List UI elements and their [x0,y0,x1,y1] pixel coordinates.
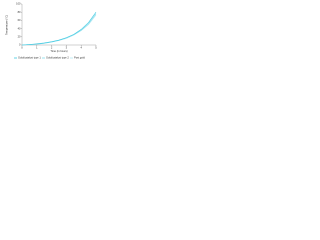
x-axis-label: Time (in hours) [50,49,67,53]
x-tick-label: 1 [36,45,38,49]
legend-label: Post gold [74,56,85,60]
legend-label: Gold/catalyst type 1 [18,56,41,60]
series-line [21,12,97,46]
x-tick-label: 4 [80,45,82,49]
y-tick-label: 80 [18,10,21,14]
y-tick-label: 0 [19,43,21,47]
y-tick-label: 20 [18,34,21,38]
chart: Temperature (°C) Time (in hours) 0 20 40 60… [5,2,98,60]
x-tick-label: 2 [51,45,53,49]
y-tick-label: 40 [18,26,21,30]
legend-label: Gold/catalyst type 2 [46,56,69,60]
x-tick-label: 5 [95,45,97,49]
y-tick-label: 60 [18,18,21,22]
x-tick-label: 3 [66,45,68,49]
x-tick-label: 0 [21,45,23,49]
y-tick-label: 100 [16,2,21,6]
page: {"chart_data": {"type": "line", "x_label… [0,0,100,67]
y-axis-label: Temperature (°C) [5,15,9,35]
